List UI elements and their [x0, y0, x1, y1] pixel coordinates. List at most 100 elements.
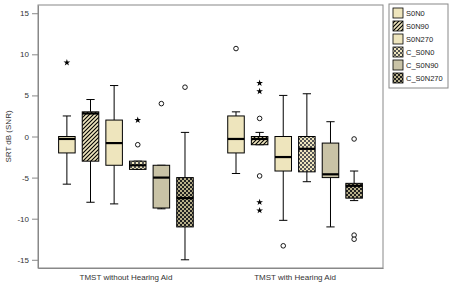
whisker [114, 86, 115, 121]
plot-frame [38, 5, 383, 268]
y-axis: -15-10-5051015 [17, 6, 38, 269]
legend-swatch [393, 60, 403, 70]
box [322, 143, 339, 178]
extreme [134, 117, 141, 123]
tick-label: -10 [17, 215, 29, 224]
tick: -15 [17, 256, 38, 265]
legend-swatch [393, 21, 403, 31]
box [106, 120, 123, 165]
whisker-cap [255, 132, 263, 133]
whisker-cap [303, 93, 311, 94]
tick: TMST without Hearing Aid [80, 268, 173, 282]
outlier [135, 142, 140, 147]
tick: 5 [25, 91, 38, 100]
box-series [177, 85, 363, 260]
whisker [283, 171, 284, 220]
median [299, 148, 316, 150]
median [228, 138, 245, 140]
axis-line [38, 6, 39, 269]
tick-mark [32, 219, 38, 220]
outlier [281, 244, 286, 249]
whisker [184, 132, 185, 177]
box [177, 178, 194, 227]
tick-mark [32, 178, 38, 179]
box [275, 137, 292, 172]
box-series [106, 86, 292, 249]
median [177, 197, 194, 199]
whisker-cap [279, 95, 287, 96]
extreme [256, 80, 263, 86]
whisker [184, 227, 185, 260]
legend-label: S0N0 [406, 9, 425, 18]
box [251, 137, 268, 145]
whisker-cap [63, 115, 71, 116]
median [275, 156, 292, 158]
whisker [259, 132, 260, 136]
median [82, 112, 99, 114]
whisker [306, 94, 307, 137]
whisker-cap [110, 85, 118, 86]
chart: -15-10-5051015TMST without Hearing AidTM… [0, 0, 450, 293]
whisker [330, 122, 331, 143]
whisker-cap [86, 202, 94, 203]
median [251, 138, 268, 140]
tick-mark [32, 137, 38, 138]
whisker [66, 153, 67, 184]
legend-label: S0N270 [406, 35, 433, 44]
tick: 0 [25, 133, 38, 142]
box [153, 165, 170, 208]
whisker-cap [181, 259, 189, 260]
legend: S0N0S0N90S0N270C_S0N0C_S0N90C_S0N270 [389, 4, 448, 88]
box [228, 116, 245, 153]
outlier [257, 116, 262, 121]
whisker [283, 95, 284, 136]
box [299, 137, 316, 172]
outlier [352, 237, 357, 242]
legend-swatch [393, 47, 403, 57]
whisker [354, 171, 355, 183]
box [129, 161, 146, 169]
tick-mark [32, 13, 38, 14]
legend-label: C_S0N0 [406, 48, 434, 57]
tick: -5 [22, 174, 38, 183]
whisker-cap [232, 111, 240, 112]
outlier [159, 101, 164, 106]
tick: 10 [20, 50, 38, 59]
box [82, 112, 99, 161]
box-series [82, 80, 268, 214]
box-series [153, 101, 339, 227]
whisker-cap [326, 226, 334, 227]
median [153, 176, 170, 178]
whisker [90, 161, 91, 202]
tick: TMST with Hearing Aid [254, 268, 336, 282]
outlier [352, 137, 357, 142]
tick: -10 [17, 215, 38, 224]
outlier [257, 174, 262, 179]
x-axis: TMST without Hearing Aid TMST with Hearin… [39, 268, 384, 282]
whisker [236, 112, 237, 116]
legend-label: S0N90 [406, 22, 429, 31]
whisker-cap [110, 203, 118, 204]
whisker [114, 165, 115, 204]
extreme [256, 88, 263, 94]
tick-label: -5 [22, 174, 30, 183]
extreme [256, 207, 263, 213]
median [59, 138, 76, 140]
axis-title: SRT dB (SNR) [4, 110, 13, 162]
legend-frame [389, 4, 448, 88]
legend-label: C_S0N270 [406, 74, 443, 83]
extreme [64, 59, 71, 65]
tick-label: TMST with Hearing Aid [254, 273, 336, 282]
tick-label: 10 [20, 50, 29, 59]
tick-label: -15 [17, 256, 29, 265]
tick-mark [32, 54, 38, 55]
median [129, 164, 146, 166]
tick-mark [32, 95, 38, 96]
outlier [234, 46, 239, 51]
whisker [66, 116, 67, 137]
whisker-cap [350, 200, 358, 201]
whisker-cap [181, 132, 189, 133]
whisker-cap [350, 171, 358, 172]
tick-mark [32, 260, 38, 261]
median [322, 173, 339, 175]
